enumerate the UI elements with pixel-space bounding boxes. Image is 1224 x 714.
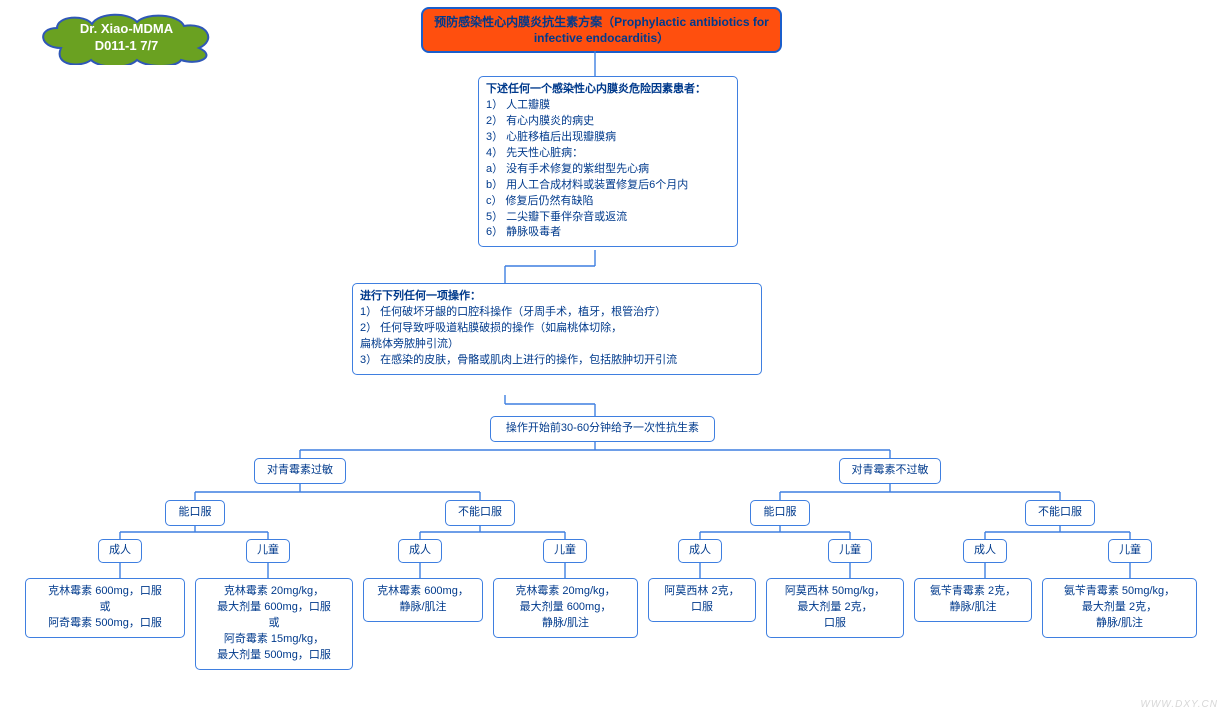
author-badge: Dr. Xiao-MDMA D011-1 7/7	[29, 10, 224, 65]
badge-line1: Dr. Xiao-MDMA	[80, 21, 173, 36]
leaf-b2: 阿莫西林 50mg/kg， 最大剂量 2克， 口服	[766, 578, 904, 638]
leaf-a4: 克林霉素 20mg/kg， 最大剂量 600mg， 静脉/肌注	[493, 578, 638, 638]
p5: 成人	[678, 539, 722, 563]
allergic-box: 对青霉素过敏	[254, 458, 346, 484]
p7: 成人	[963, 539, 1007, 563]
leaf-b4: 氨苄青霉素 50mg/kg， 最大剂量 2克， 静脉/肌注	[1042, 578, 1197, 638]
p8: 儿童	[1108, 539, 1152, 563]
p1: 成人	[98, 539, 142, 563]
leaf-b3: 氨苄青霉素 2克， 静脉/肌注	[914, 578, 1032, 622]
oral-4: 不能口服	[1025, 500, 1095, 526]
p6: 儿童	[828, 539, 872, 563]
timing-box: 操作开始前30-60分钟给予一次性抗生素	[490, 416, 715, 442]
oral-3: 能口服	[750, 500, 810, 526]
p2: 儿童	[246, 539, 290, 563]
risk-header: 下述任何一个感染性心内膜炎危险因素患者：	[486, 82, 730, 98]
not-allergic-box: 对青霉素不过敏	[839, 458, 941, 484]
p3: 成人	[398, 539, 442, 563]
title-box: 预防感染性心内膜炎抗生素方案（Prophylactic antibiotics …	[421, 7, 782, 53]
leaf-b1: 阿莫西林 2克， 口服	[648, 578, 756, 622]
proc-header: 进行下列任何一项操作：	[360, 289, 754, 305]
procedures-box: 进行下列任何一项操作： 1） 任何破坏牙龈的口腔科操作（牙周手术，植牙，根管治疗…	[352, 283, 762, 375]
oral-2: 不能口服	[445, 500, 515, 526]
badge-line2: D011-1 7/7	[95, 38, 159, 53]
leaf-a1: 克林霉素 600mg，口服 或 阿奇霉素 500mg，口服	[25, 578, 185, 638]
oral-1: 能口服	[165, 500, 225, 526]
leaf-a2: 克林霉素 20mg/kg， 最大剂量 600mg，口服 或 阿奇霉素 15mg/…	[195, 578, 353, 670]
watermark: WWW.DXY.CN	[1140, 699, 1218, 710]
title-text: 预防感染性心内膜炎抗生素方案（Prophylactic antibiotics …	[429, 14, 774, 46]
risk-factors-box: 下述任何一个感染性心内膜炎危险因素患者： 1） 人工瓣膜 2） 有心内膜炎的病史…	[478, 76, 738, 247]
leaf-a3: 克林霉素 600mg， 静脉/肌注	[363, 578, 483, 622]
p4: 儿童	[543, 539, 587, 563]
